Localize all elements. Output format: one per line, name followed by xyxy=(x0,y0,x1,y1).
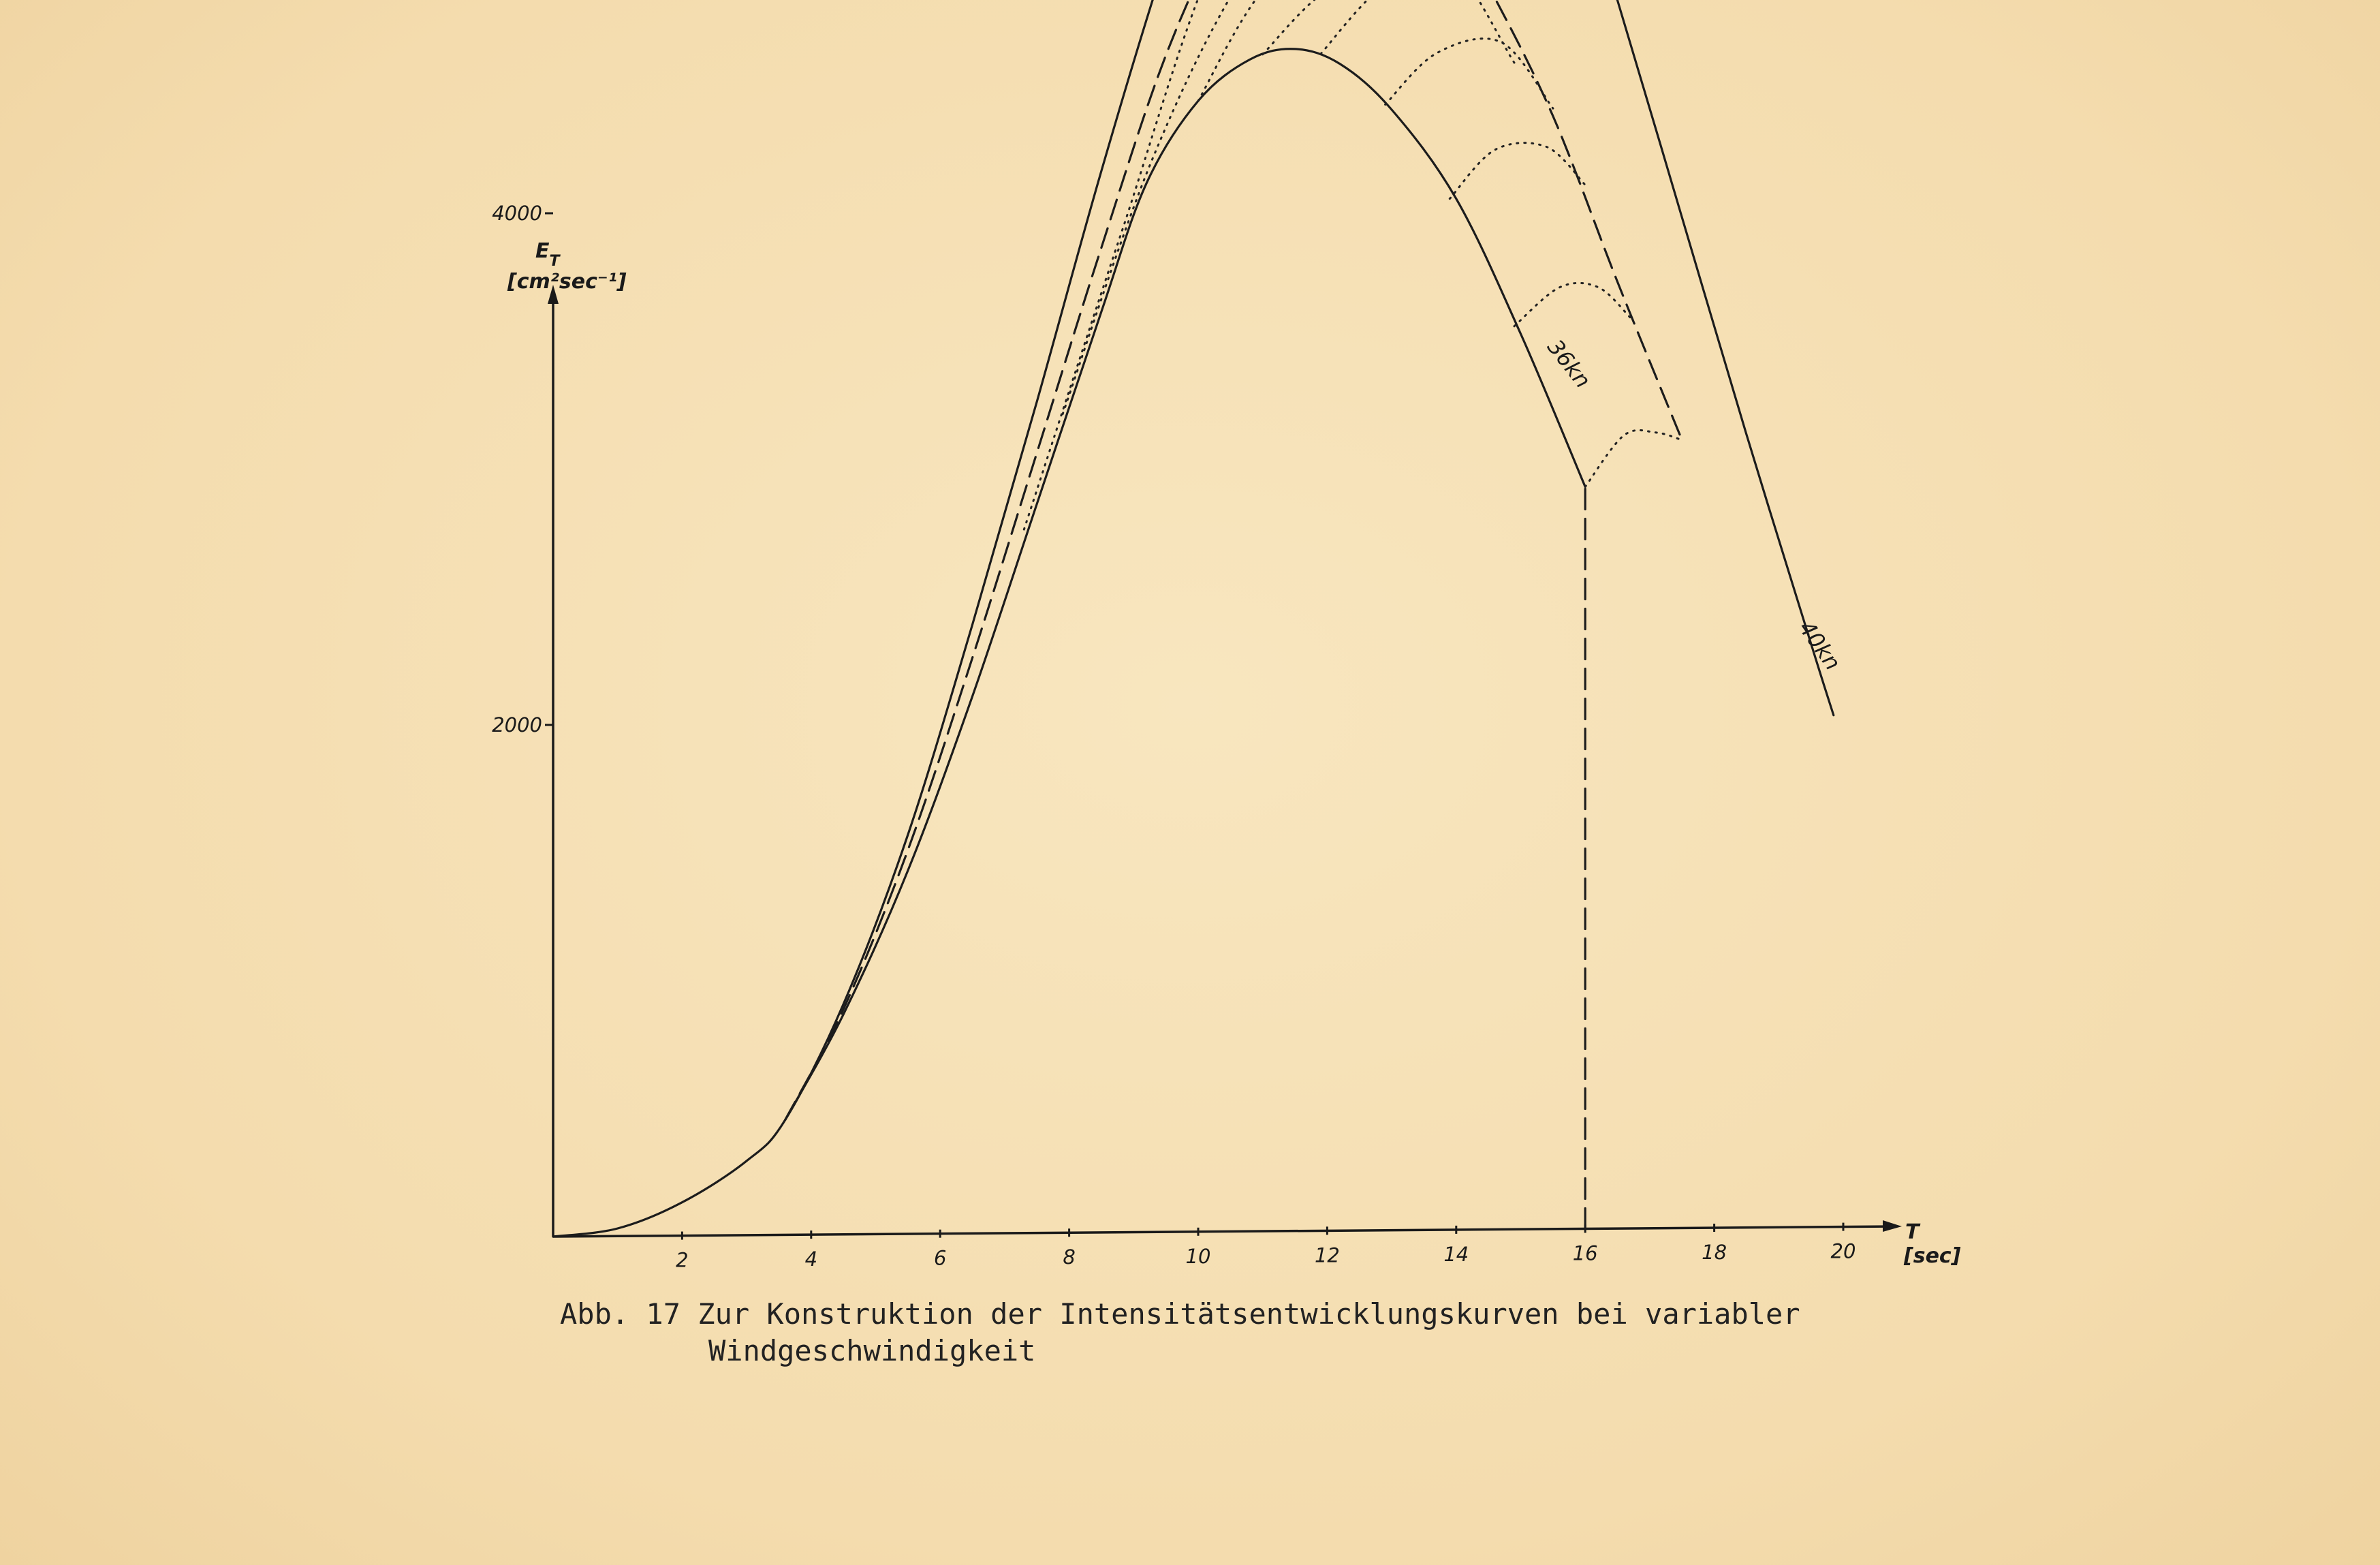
x-tick-label: 6 xyxy=(934,1247,946,1270)
x-tick-label: 14 xyxy=(1443,1243,1469,1266)
curve-label-36kn: 36kn xyxy=(1542,335,1596,393)
y-axis: ET [cm²sec⁻¹] 200040006000 xyxy=(492,202,627,1237)
x-tick-label: 16 xyxy=(1573,1241,1598,1265)
x-tick-label: 4 xyxy=(805,1248,817,1271)
y-axis-arrow xyxy=(548,285,559,304)
x-tick-label: 20 xyxy=(1831,1240,1856,1263)
x-axis: T [sec] 2 4 6 8 10 12 14 16 18 20 xyxy=(552,1220,1961,1272)
y-tick-label: 4000 xyxy=(492,202,542,225)
y-ticks: 200040006000 xyxy=(492,202,553,737)
curve-36-kn xyxy=(784,48,1586,1121)
dotted-connector xyxy=(1319,0,1516,64)
series-layer xyxy=(552,0,1835,1238)
x-axis-unit: [sec] xyxy=(1903,1244,1961,1268)
curve-label-40kn: 40kn xyxy=(1794,616,1846,675)
x-axis-line xyxy=(552,1225,1898,1238)
curve-labels: 40kn 36kn xyxy=(1542,335,1846,675)
dotted-connector xyxy=(1022,0,1199,531)
dotted-connector xyxy=(1448,142,1586,200)
x-tick-label: 18 xyxy=(1702,1241,1727,1264)
dotted-connector xyxy=(1513,281,1631,328)
y-axis-symbol: ET xyxy=(535,239,561,270)
x-tick-label: 12 xyxy=(1315,1243,1340,1267)
dotted-connector xyxy=(1262,0,1316,56)
x-ticks: 2 4 6 8 10 12 14 16 18 20 xyxy=(676,1222,1856,1272)
figure-caption: Abb. 17 Zur Konstruktion der Intensitäts… xyxy=(560,1296,1800,1369)
dotted-connector xyxy=(1584,429,1683,488)
x-tick-label: 2 xyxy=(676,1249,688,1272)
connector-layer xyxy=(1022,0,1683,531)
x-axis-arrow xyxy=(1883,1220,1902,1232)
dotted-connector xyxy=(1384,37,1554,110)
y-tick-label: 2000 xyxy=(492,713,542,737)
x-axis-symbol: T xyxy=(1905,1220,1921,1244)
caption-line-1: Abb. 17 Zur Konstruktion der Intensitäts… xyxy=(560,1297,1800,1331)
caption-line-2: Windgeschwindigkeit xyxy=(708,1334,1036,1367)
curve-40-kn xyxy=(552,0,1835,1238)
x-tick-label: 8 xyxy=(1063,1245,1075,1269)
x-tick-label: 10 xyxy=(1186,1245,1211,1268)
dotted-connector xyxy=(1061,0,1230,416)
curve-dashed-envelope xyxy=(784,0,1683,1121)
dotted-connector xyxy=(1197,0,1257,102)
y-axis-unit: [cm²sec⁻¹] xyxy=(507,270,627,294)
